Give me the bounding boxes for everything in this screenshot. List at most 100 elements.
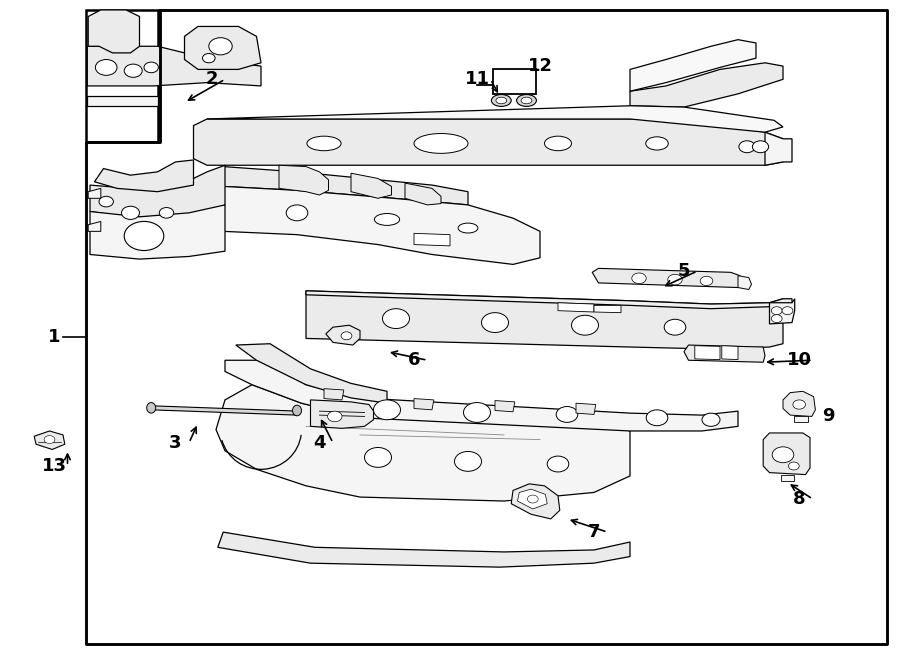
Circle shape: [572, 315, 598, 335]
Circle shape: [99, 196, 113, 207]
Text: 6: 6: [408, 351, 420, 369]
Circle shape: [159, 208, 174, 218]
Polygon shape: [592, 268, 742, 288]
Circle shape: [454, 451, 482, 471]
Polygon shape: [94, 160, 194, 192]
Circle shape: [664, 319, 686, 335]
Circle shape: [547, 456, 569, 472]
Ellipse shape: [414, 134, 468, 153]
Text: 8: 8: [793, 490, 806, 508]
Text: 1: 1: [48, 328, 60, 346]
Polygon shape: [630, 63, 783, 107]
Circle shape: [95, 59, 117, 75]
Circle shape: [44, 436, 55, 444]
Circle shape: [772, 447, 794, 463]
Circle shape: [771, 315, 782, 323]
Ellipse shape: [292, 405, 302, 416]
Circle shape: [122, 206, 140, 219]
Circle shape: [124, 221, 164, 251]
Circle shape: [632, 273, 646, 284]
Polygon shape: [88, 221, 101, 231]
Ellipse shape: [147, 403, 156, 413]
Polygon shape: [184, 26, 261, 69]
Circle shape: [700, 276, 713, 286]
Polygon shape: [216, 385, 630, 501]
Polygon shape: [151, 406, 299, 415]
Polygon shape: [88, 10, 140, 53]
Ellipse shape: [517, 95, 536, 106]
Polygon shape: [765, 132, 792, 165]
Polygon shape: [34, 431, 65, 449]
Circle shape: [752, 141, 769, 153]
Polygon shape: [511, 484, 560, 519]
Text: 2: 2: [205, 70, 218, 89]
Polygon shape: [722, 346, 738, 360]
Circle shape: [702, 413, 720, 426]
Circle shape: [771, 307, 782, 315]
Polygon shape: [558, 303, 594, 312]
Circle shape: [527, 495, 538, 503]
Circle shape: [209, 38, 232, 55]
Circle shape: [739, 141, 755, 153]
Polygon shape: [88, 188, 101, 198]
Polygon shape: [414, 233, 450, 246]
Text: 13: 13: [41, 457, 67, 475]
Polygon shape: [738, 276, 752, 290]
Circle shape: [364, 447, 392, 467]
Polygon shape: [306, 291, 783, 349]
Ellipse shape: [646, 137, 668, 150]
Polygon shape: [218, 532, 630, 567]
Polygon shape: [194, 119, 783, 165]
Ellipse shape: [458, 223, 478, 233]
Polygon shape: [794, 416, 808, 422]
Text: 7: 7: [588, 523, 600, 541]
Circle shape: [286, 205, 308, 221]
Polygon shape: [684, 345, 765, 362]
Text: 3: 3: [169, 434, 182, 452]
Text: 4: 4: [313, 434, 326, 452]
Circle shape: [382, 309, 410, 329]
Polygon shape: [223, 186, 540, 264]
Text: 12: 12: [527, 57, 553, 75]
Ellipse shape: [496, 97, 507, 104]
Polygon shape: [783, 391, 815, 416]
Circle shape: [556, 407, 578, 422]
Polygon shape: [576, 403, 596, 414]
Polygon shape: [324, 389, 344, 400]
Text: 9: 9: [822, 407, 834, 426]
Polygon shape: [351, 173, 392, 198]
Polygon shape: [87, 96, 158, 106]
Polygon shape: [87, 46, 261, 86]
Polygon shape: [223, 167, 468, 205]
Circle shape: [793, 400, 806, 409]
Polygon shape: [405, 183, 441, 205]
Circle shape: [482, 313, 508, 332]
Polygon shape: [225, 360, 738, 431]
Text: 11: 11: [464, 70, 490, 89]
Polygon shape: [310, 400, 374, 428]
Polygon shape: [781, 475, 794, 481]
Circle shape: [464, 403, 490, 422]
Ellipse shape: [491, 95, 511, 106]
Polygon shape: [90, 165, 225, 217]
Polygon shape: [236, 344, 387, 403]
Circle shape: [788, 462, 799, 470]
Text: 5: 5: [678, 262, 690, 280]
Circle shape: [374, 400, 400, 420]
Polygon shape: [306, 291, 792, 309]
Bar: [493, 69, 536, 94]
Circle shape: [782, 307, 793, 315]
Polygon shape: [326, 325, 360, 345]
Polygon shape: [594, 305, 621, 313]
Polygon shape: [86, 10, 158, 142]
Polygon shape: [279, 165, 328, 195]
Polygon shape: [770, 299, 795, 324]
Text: 10: 10: [787, 351, 812, 369]
Circle shape: [144, 62, 158, 73]
Circle shape: [646, 410, 668, 426]
Ellipse shape: [521, 97, 532, 104]
Polygon shape: [630, 40, 756, 91]
Circle shape: [668, 274, 682, 285]
Polygon shape: [763, 433, 810, 475]
Ellipse shape: [374, 214, 400, 225]
